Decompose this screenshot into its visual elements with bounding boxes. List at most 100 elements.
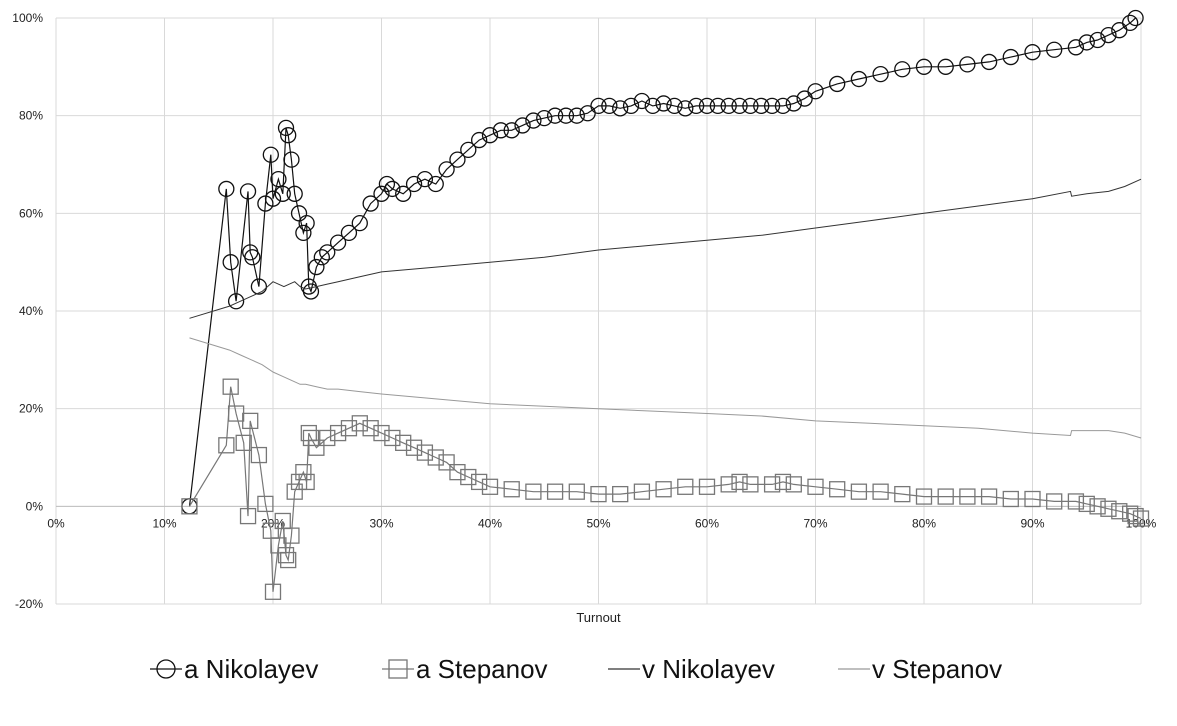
data-point xyxy=(438,454,455,471)
data-point xyxy=(514,117,531,134)
data-point xyxy=(295,224,312,242)
data-point xyxy=(481,478,499,495)
data-point xyxy=(829,75,846,93)
data-point xyxy=(894,61,911,78)
series-v-stepanov xyxy=(189,337,1142,439)
data-point xyxy=(850,483,868,500)
data-point xyxy=(677,100,694,117)
data-point xyxy=(1111,503,1128,520)
data-point xyxy=(242,412,259,430)
data-point xyxy=(503,481,520,498)
data-point xyxy=(915,488,933,505)
data-point xyxy=(427,175,444,193)
data-point xyxy=(1002,48,1019,66)
data-point xyxy=(222,378,239,395)
legend-marker xyxy=(156,659,176,679)
data-point xyxy=(1100,500,1117,517)
legend-item-v-stepanov: v Stepanov xyxy=(838,654,1002,684)
data-point xyxy=(601,97,618,115)
data-point xyxy=(590,97,607,115)
data-point xyxy=(546,107,564,124)
data-point xyxy=(308,439,325,456)
data-point xyxy=(557,107,575,124)
data-point xyxy=(785,476,802,493)
data-point xyxy=(280,551,297,569)
y-tick-label: 80% xyxy=(19,109,43,123)
legend-marker xyxy=(388,659,408,679)
data-point xyxy=(774,473,792,491)
data-point xyxy=(286,483,303,500)
x-axis-ticks: 0% 10% 20% 30% 40% 50% 60% 70% 80% 90% 100% xyxy=(47,516,1156,530)
data-point xyxy=(829,481,846,498)
data-point xyxy=(937,488,954,505)
data-point xyxy=(1127,9,1144,27)
data-point xyxy=(329,424,347,442)
data-point xyxy=(395,434,412,452)
data-point xyxy=(1127,507,1144,525)
data-point xyxy=(633,483,651,500)
data-point xyxy=(763,97,781,115)
data-point xyxy=(239,183,257,200)
data-point xyxy=(277,119,295,137)
x-tick-label: 10% xyxy=(152,516,176,530)
data-point xyxy=(340,224,358,242)
data-point xyxy=(257,495,274,513)
data-point xyxy=(742,476,759,493)
data-point xyxy=(536,109,553,127)
data-point xyxy=(666,97,683,115)
data-point xyxy=(644,97,661,115)
data-point xyxy=(319,429,336,447)
data-point xyxy=(351,214,368,232)
data-point xyxy=(274,185,291,202)
data-point xyxy=(470,131,488,149)
legend-label: a Stepanov xyxy=(416,654,548,684)
y-tick-label: 20% xyxy=(19,402,43,416)
data-point xyxy=(1100,26,1117,44)
data-point xyxy=(244,249,261,266)
legend-label: v Nikolayev xyxy=(642,654,775,684)
data-point xyxy=(340,420,358,437)
y-tick-label: -20% xyxy=(15,597,43,611)
data-point xyxy=(298,473,315,491)
data-point xyxy=(1078,34,1095,51)
data-point xyxy=(698,478,716,495)
data-point xyxy=(525,483,542,500)
data-point xyxy=(313,249,330,266)
data-point xyxy=(763,476,781,493)
data-point xyxy=(720,476,737,493)
data-point xyxy=(807,83,824,100)
data-point xyxy=(1046,41,1063,58)
data-point xyxy=(373,185,390,202)
data-point xyxy=(227,293,245,310)
data-point xyxy=(283,527,300,544)
x-tick-label: 80% xyxy=(912,516,936,530)
data-point xyxy=(753,97,770,115)
data-point xyxy=(655,481,672,498)
data-point xyxy=(460,141,477,159)
data-point xyxy=(850,70,868,88)
data-point xyxy=(1078,495,1095,513)
data-point xyxy=(319,244,336,261)
data-point xyxy=(239,507,257,525)
x-tick-label: 70% xyxy=(803,516,827,530)
data-point xyxy=(222,254,239,271)
data-point xyxy=(470,473,488,491)
data-point xyxy=(1122,505,1139,522)
data-point xyxy=(405,175,423,193)
data-point xyxy=(546,483,564,500)
data-point xyxy=(351,415,368,432)
data-point xyxy=(181,498,198,515)
data-point xyxy=(218,180,235,198)
x-tick-label: 90% xyxy=(1020,516,1044,530)
data-point xyxy=(731,473,748,491)
data-point xyxy=(235,434,252,452)
data-point xyxy=(872,66,889,83)
data-point xyxy=(1046,493,1063,510)
legend-label: v Stepanov xyxy=(872,654,1002,684)
data-point xyxy=(362,420,379,437)
data-point xyxy=(622,97,640,115)
data-point xyxy=(980,488,998,505)
series-v-nikolayev xyxy=(189,178,1142,319)
data-point xyxy=(937,58,954,75)
